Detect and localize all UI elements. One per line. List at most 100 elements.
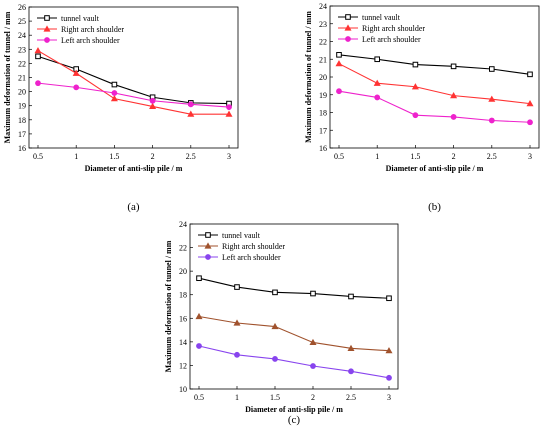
legend-label: Left arch shoulder bbox=[362, 35, 421, 44]
series-line bbox=[338, 63, 531, 105]
data-point bbox=[526, 100, 534, 107]
y-tick-label: 24 bbox=[179, 220, 187, 229]
y-tick-label: 16 bbox=[319, 144, 327, 153]
x-tick-label: 2 bbox=[151, 152, 155, 161]
y-tick-label: 18 bbox=[18, 116, 26, 125]
y-tick-label: 26 bbox=[18, 3, 26, 12]
chart-panel-3: 10 12 14 16 18 20 22 24 0.5 1 1.5 2 2.5 3 Diameter of … bbox=[164, 220, 399, 426]
chart-panel-2: 16 17 18 19 20 21 22 23 24 0.5 1 1.5 2 2.5 3 Diameter o… bbox=[304, 2, 540, 213]
y-axis-label: Maximum deformation of tunnel / mm bbox=[304, 11, 313, 143]
y-tick-label: 22 bbox=[179, 244, 187, 253]
data-point bbox=[187, 101, 194, 108]
data-point bbox=[348, 293, 354, 300]
y-tick-label: 25 bbox=[18, 17, 26, 26]
x-axis-label: Diameter of anti-slip pile / m bbox=[386, 164, 484, 173]
data-point bbox=[373, 79, 381, 86]
x-axis-label: Diameter of anti-slip pile / m bbox=[245, 405, 343, 414]
data-point bbox=[450, 114, 457, 120]
panel-label: (c) bbox=[288, 414, 301, 426]
series-line bbox=[37, 82, 230, 108]
x-tick-label: 1.5 bbox=[109, 152, 119, 161]
data-point bbox=[225, 110, 233, 117]
series-3 bbox=[196, 343, 392, 381]
legend-label: Right arch shoulder bbox=[222, 242, 285, 251]
data-point bbox=[72, 69, 80, 76]
data-point bbox=[374, 94, 381, 101]
data-point bbox=[489, 66, 495, 72]
series-line bbox=[338, 54, 531, 75]
x-tick-label: 1 bbox=[74, 152, 78, 161]
x-tick-label: 2.5 bbox=[346, 393, 356, 402]
legend-marker bbox=[345, 36, 351, 42]
series-line bbox=[338, 90, 531, 123]
data-point bbox=[111, 90, 118, 96]
y-tick-label: 18 bbox=[179, 291, 187, 300]
x-tick-label: 0.5 bbox=[33, 152, 43, 161]
data-point bbox=[196, 343, 202, 349]
data-point bbox=[335, 60, 343, 67]
data-point bbox=[149, 102, 157, 110]
data-point bbox=[234, 351, 240, 358]
legend-label: tunnel vault bbox=[362, 13, 401, 22]
legend-label: Left arch shoulder bbox=[61, 36, 120, 45]
y-tick-label: 10 bbox=[179, 385, 187, 394]
data-point bbox=[450, 63, 457, 70]
data-point bbox=[110, 95, 118, 102]
y-tick-label: 16 bbox=[179, 314, 187, 323]
y-tick-label: 23 bbox=[319, 20, 327, 29]
panel-label: (b) bbox=[428, 201, 441, 213]
y-tick-label: 22 bbox=[319, 38, 327, 47]
x-tick-label: 1.5 bbox=[410, 152, 420, 161]
data-point bbox=[450, 92, 458, 99]
series-3 bbox=[336, 88, 533, 126]
y-tick-label: 19 bbox=[18, 102, 26, 111]
legend-label: tunnel vault bbox=[222, 231, 261, 240]
legend-marker bbox=[205, 254, 211, 260]
y-tick-label: 20 bbox=[179, 267, 187, 276]
legend: tunnel vault Right arch shoulder Left arch… bbox=[198, 231, 285, 262]
data-point bbox=[310, 363, 316, 369]
y-tick-label: 21 bbox=[319, 55, 327, 64]
series-1 bbox=[336, 52, 533, 78]
data-point bbox=[187, 110, 195, 117]
y-tick-label: 17 bbox=[18, 130, 26, 139]
data-point bbox=[385, 347, 393, 354]
data-point bbox=[527, 119, 533, 126]
legend-label: Right arch shoulder bbox=[61, 25, 124, 34]
legend-marker bbox=[345, 14, 351, 20]
x-tick-label: 1 bbox=[235, 393, 239, 402]
data-point bbox=[73, 84, 80, 91]
x-tick-label: 3 bbox=[387, 393, 391, 402]
series-line bbox=[198, 315, 390, 352]
plot-frame bbox=[189, 223, 399, 390]
x-tick-label: 2 bbox=[311, 393, 315, 402]
legend-label: Right arch shoulder bbox=[362, 24, 425, 33]
x-tick-label: 3 bbox=[528, 152, 532, 161]
chart-panel-1: 16 17 18 19 20 21 22 23 24 25 26 0.5 1 1.5 2 2.5 3 Diamet… bbox=[3, 3, 239, 213]
y-tick-label: 20 bbox=[319, 73, 327, 82]
data-point bbox=[310, 290, 316, 297]
series-1 bbox=[35, 53, 232, 107]
y-tick-label: 18 bbox=[319, 109, 327, 118]
data-point bbox=[374, 56, 380, 63]
y-tick-label: 22 bbox=[18, 59, 26, 68]
x-tick-label: 0.5 bbox=[194, 393, 204, 402]
legend-marker bbox=[205, 232, 211, 238]
x-axis-label: Diameter of anti-slip pile / m bbox=[85, 164, 183, 173]
data-point bbox=[347, 344, 355, 351]
data-point bbox=[226, 104, 232, 111]
legend: tunnel vault Right arch shoulder Left arch… bbox=[338, 13, 425, 44]
data-point bbox=[336, 52, 342, 58]
legend-marker bbox=[204, 242, 212, 249]
legend-marker bbox=[44, 37, 50, 43]
data-point bbox=[527, 71, 533, 78]
panel-label: (a) bbox=[127, 201, 140, 213]
data-point bbox=[488, 95, 496, 102]
y-tick-label: 24 bbox=[319, 2, 327, 11]
x-tick-label: 2.5 bbox=[186, 152, 196, 161]
y-axis-label: Maximum deformation of tunnel / mm bbox=[164, 240, 173, 372]
data-point bbox=[386, 374, 392, 381]
legend-marker bbox=[43, 25, 51, 32]
legend-label: tunnel vault bbox=[61, 14, 100, 23]
